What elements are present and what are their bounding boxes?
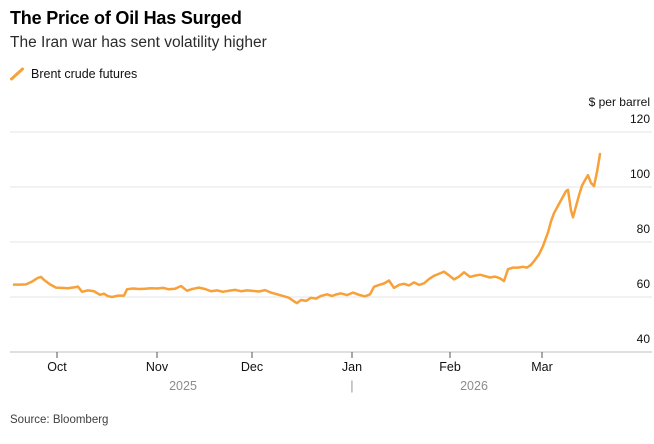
- chart-subtitle: The Iran war has sent volatility higher: [10, 34, 267, 51]
- legend: Brent crude futures: [10, 67, 137, 81]
- year-label-2025: 2025: [169, 379, 197, 393]
- year-divider-icon: |: [350, 378, 354, 393]
- legend-line-icon: [10, 67, 24, 81]
- x-tick-oct: Oct: [47, 360, 67, 374]
- legend-label: Brent crude futures: [31, 67, 138, 81]
- x-tick-mar: Mar: [531, 360, 553, 374]
- year-label-2026: 2026: [460, 379, 488, 393]
- y-axis-unit-label: $ per barrel: [588, 95, 650, 109]
- source-attribution: Source: Bloomberg: [10, 414, 109, 426]
- x-tick-feb: Feb: [439, 360, 461, 374]
- x-tick-dec: Dec: [240, 360, 264, 374]
- y-tick-120: 120: [629, 112, 650, 126]
- chart-title: The Price of Oil Has Surged: [10, 8, 242, 28]
- y-tick-40: 40: [636, 332, 650, 346]
- y-tick-100: 100: [629, 167, 650, 181]
- x-tick-jan: Jan: [341, 360, 363, 374]
- y-tick-80: 80: [636, 222, 650, 236]
- y-tick-60: 60: [636, 277, 650, 291]
- x-tick-nov: Nov: [145, 360, 169, 374]
